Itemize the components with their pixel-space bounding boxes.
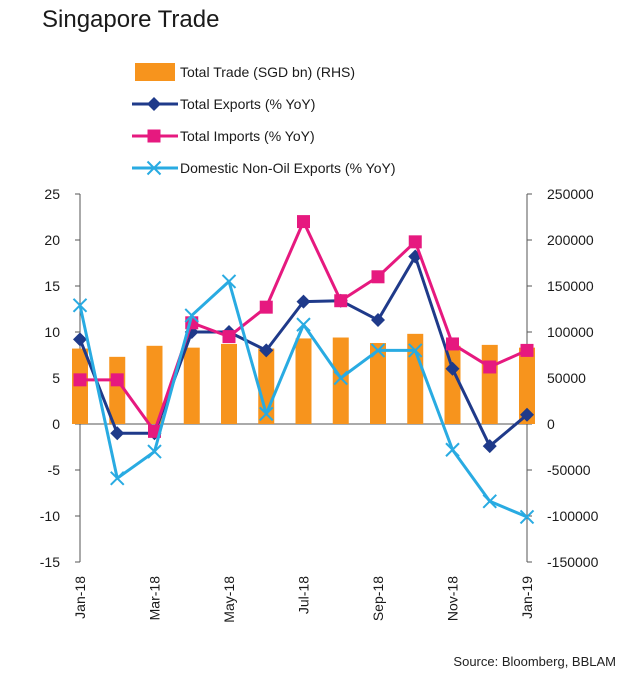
bar — [183, 347, 200, 424]
point — [147, 444, 162, 459]
right-tick-label: 100000 — [547, 324, 594, 340]
legend-swatch — [135, 63, 175, 81]
bar — [444, 345, 461, 424]
legend-label: Domestic Non-Oil Exports (% YoY) — [180, 160, 396, 176]
point — [520, 407, 534, 422]
point — [147, 129, 161, 143]
right-tick-label: 250000 — [547, 186, 594, 202]
bar — [519, 347, 535, 424]
point — [408, 235, 422, 249]
left-tick-label: 10 — [44, 324, 60, 340]
legend-item: Total Exports (% YoY) — [132, 96, 315, 112]
bar — [407, 333, 424, 424]
point — [110, 426, 125, 441]
point — [519, 509, 535, 525]
legend-label: Total Exports (% YoY) — [180, 96, 315, 112]
point — [371, 270, 385, 284]
left-tick-label: -10 — [40, 508, 60, 524]
bar — [332, 337, 349, 424]
point — [370, 343, 386, 358]
right-tick-label: 200000 — [547, 232, 594, 248]
bar — [221, 343, 237, 424]
legend: Total Trade (SGD bn) (RHS) Total Exports … — [132, 63, 396, 176]
right-tick-label: -150000 — [547, 554, 599, 570]
bar — [481, 344, 498, 424]
x-tick-label: Sep-18 — [370, 576, 386, 621]
point — [296, 317, 311, 332]
right-tick-label: -50000 — [547, 462, 591, 478]
x-tick-label: Mar-18 — [147, 576, 163, 621]
point — [483, 360, 497, 374]
left-tick-label: 25 — [44, 186, 60, 202]
point — [296, 294, 311, 309]
left-tick-label: 5 — [52, 370, 60, 386]
x-tick-label: May-18 — [221, 576, 237, 623]
right-tick-label: 150000 — [547, 278, 594, 294]
x-tick-label: Jan-19 — [519, 576, 535, 619]
x-tick-label: Nov-18 — [445, 576, 461, 621]
chart-title: Singapore Trade — [42, 6, 220, 33]
right-tick-label: -100000 — [547, 508, 599, 524]
lines — [72, 215, 535, 525]
point — [72, 298, 88, 313]
point — [482, 494, 497, 509]
legend-item: Total Imports (% YoY) — [132, 128, 315, 144]
point — [73, 373, 87, 387]
point — [333, 370, 348, 386]
bar — [370, 343, 386, 424]
point — [520, 343, 534, 357]
legend-label: Total Trade (SGD bn) (RHS) — [180, 64, 355, 80]
legend-label: Total Imports (% YoY) — [180, 128, 315, 144]
point — [408, 343, 423, 358]
bar — [146, 345, 163, 424]
point — [146, 160, 162, 176]
point — [184, 308, 199, 323]
point — [445, 442, 460, 457]
tick-labels: -15 -10 -5 0 5 10 15 20 25 -150000 -100000 -50000 0 5… — [40, 186, 599, 623]
source-note: Source: Bloomberg, BBLAM — [453, 654, 616, 669]
right-tick-label: 50000 — [547, 370, 586, 386]
legend-item: Total Trade (SGD bn) (RHS) — [135, 63, 355, 81]
right-tick-label: 0 — [547, 416, 555, 432]
point — [371, 313, 385, 328]
bar — [109, 356, 126, 424]
x-tick-label: Jan-18 — [72, 576, 88, 619]
legend-item: Domestic Non-Oil Exports (% YoY) — [132, 160, 396, 176]
point — [334, 294, 348, 308]
left-tick-label: 0 — [52, 416, 60, 432]
point — [110, 373, 124, 387]
point — [221, 274, 237, 289]
point — [297, 215, 310, 229]
bars — [72, 333, 535, 424]
point — [445, 361, 460, 376]
point — [222, 330, 236, 344]
point — [446, 337, 459, 351]
point — [147, 97, 161, 111]
left-tick-label: -5 — [48, 462, 61, 478]
point — [110, 471, 125, 486]
left-tick-label: 15 — [44, 278, 60, 294]
point — [73, 332, 87, 347]
point — [259, 300, 273, 314]
point — [259, 343, 274, 358]
left-tick-label: -15 — [40, 554, 60, 570]
point — [259, 406, 274, 422]
point — [482, 439, 497, 454]
left-tick-label: 20 — [44, 232, 60, 248]
x-tick-label: Jul-18 — [296, 576, 312, 614]
bar — [295, 338, 312, 424]
